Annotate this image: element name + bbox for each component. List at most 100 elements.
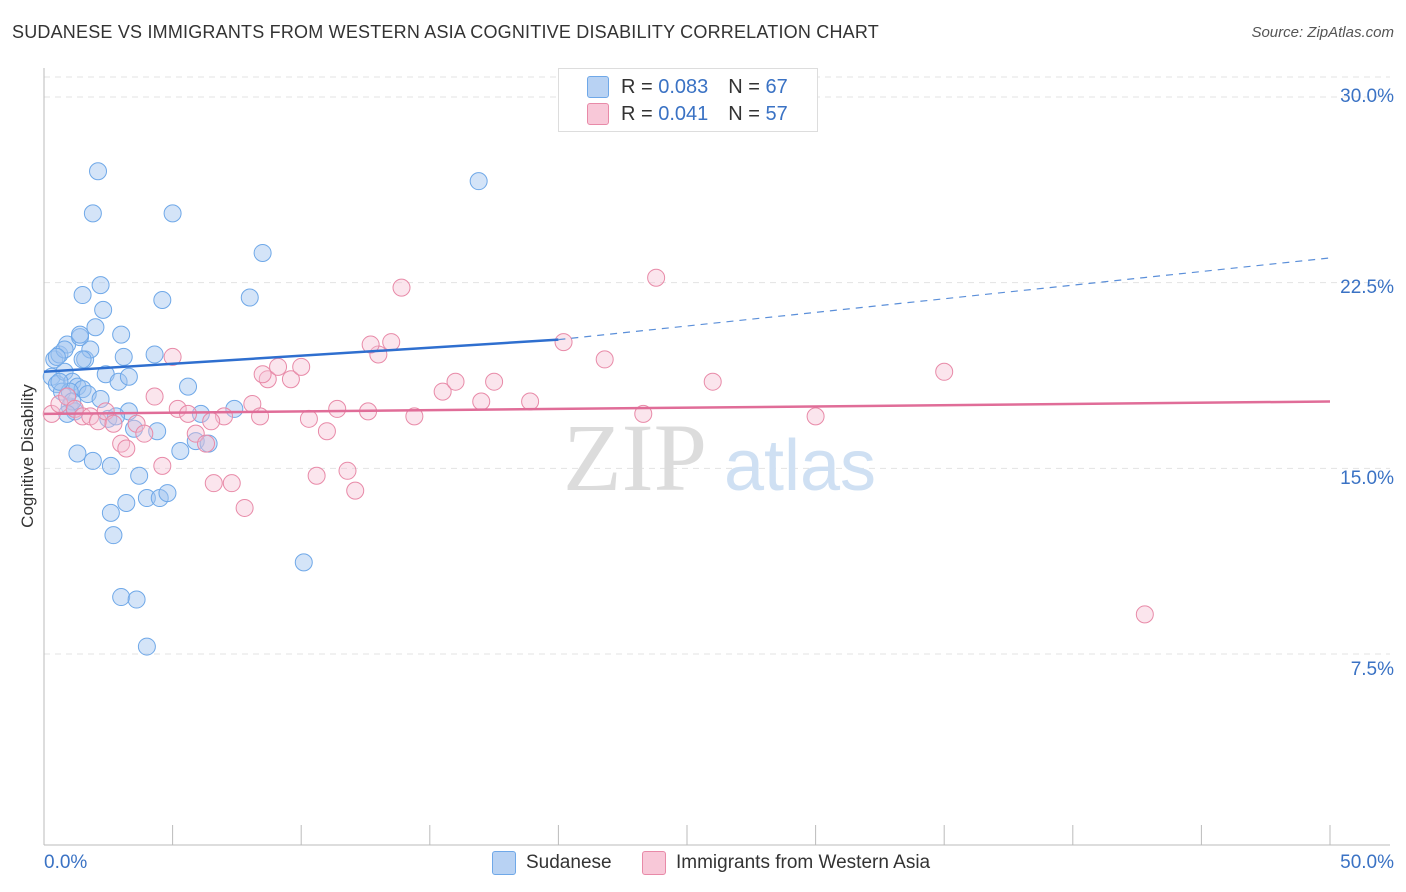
trend-lines — [43, 257, 1331, 416]
point-sudanese — [127, 590, 146, 609]
point-western-asia — [405, 407, 424, 426]
bottom-legend-label-sudanese: Sudanese — [526, 852, 612, 873]
point-sudanese — [191, 404, 210, 423]
point-sudanese — [119, 367, 138, 386]
point-sudanese — [240, 288, 259, 307]
point-western-asia — [235, 498, 254, 517]
point-western-asia — [292, 357, 311, 376]
watermark: ZIP atlas — [563, 404, 876, 511]
point-sudanese — [55, 340, 74, 359]
point-sudanese — [71, 325, 90, 344]
point-sudanese — [137, 489, 156, 508]
point-western-asia — [299, 409, 318, 428]
point-western-asia — [117, 439, 136, 458]
watermark-atlas: atlas — [724, 426, 876, 506]
point-western-asia — [197, 434, 216, 453]
point-sudanese — [112, 325, 131, 344]
bottom-legend-label-western-asia: Immigrants from Western Asia — [676, 852, 931, 873]
point-western-asia — [104, 414, 123, 433]
legend-n-value: 57 — [765, 102, 788, 125]
legend-r-label: R = — [621, 75, 653, 98]
point-western-asia — [1135, 605, 1154, 624]
gridlines — [44, 76, 1390, 655]
legend-r-value: 0.041 — [658, 102, 709, 125]
point-sudanese — [47, 347, 66, 366]
bottom-legend-sudanese: Sudanese — [492, 850, 612, 876]
legend-swatch-sudanese — [587, 76, 609, 98]
point-western-asia — [521, 392, 540, 411]
point-western-asia — [251, 407, 270, 426]
legend-n-value: 67 — [765, 75, 788, 98]
bottom-legend-swatch-sudanese — [492, 851, 516, 875]
point-sudanese — [117, 493, 136, 512]
point-sudanese — [179, 377, 198, 396]
point-sudanese — [89, 162, 108, 181]
point-sudanese — [81, 340, 100, 359]
data-points — [42, 162, 1154, 656]
legend-n-label: N = — [728, 75, 760, 98]
legend-n-label: N = — [728, 102, 760, 125]
point-sudanese — [73, 286, 92, 305]
y-tick-22-5: 22.5% — [1340, 277, 1394, 298]
point-sudanese — [469, 172, 488, 191]
point-western-asia — [258, 370, 277, 389]
point-sudanese — [73, 350, 92, 369]
point-western-asia — [703, 372, 722, 391]
point-western-asia — [392, 278, 411, 297]
trend-line-sudanese — [43, 338, 559, 374]
point-western-asia — [269, 357, 288, 376]
point-sudanese — [171, 442, 190, 461]
legend-r-label: R = — [621, 102, 653, 125]
point-sudanese — [125, 419, 144, 438]
point-western-asia — [317, 422, 336, 441]
point-western-asia — [112, 434, 131, 453]
point-western-asia — [222, 474, 241, 493]
point-western-asia — [634, 404, 653, 423]
point-sudanese — [94, 300, 113, 319]
point-western-asia — [202, 412, 221, 431]
point-western-asia — [485, 372, 504, 391]
point-western-asia — [163, 347, 182, 366]
point-western-asia — [433, 382, 452, 401]
point-sudanese — [91, 276, 110, 295]
point-sudanese — [83, 204, 102, 223]
point-western-asia — [145, 387, 164, 406]
point-sudanese — [104, 526, 123, 545]
point-sudanese — [153, 290, 172, 309]
point-western-asia — [647, 268, 666, 287]
point-sudanese — [112, 588, 131, 607]
x-tick-max: 50.0% — [1340, 852, 1394, 873]
point-sudanese — [294, 553, 313, 572]
point-western-asia — [204, 474, 223, 493]
point-sudanese — [86, 318, 105, 337]
point-sudanese — [163, 204, 182, 223]
point-western-asia — [346, 481, 365, 500]
point-western-asia — [382, 333, 401, 352]
trend-line-western-asia — [43, 400, 1331, 416]
bottom-legend-swatch-western-asia — [642, 851, 666, 875]
legend: R = 0.083 N = 67 R = 0.041 N = 57 — [558, 68, 818, 132]
point-western-asia — [554, 333, 573, 352]
point-western-asia — [307, 466, 326, 485]
point-western-asia — [472, 392, 491, 411]
chart-title: SUDANESE VS IMMIGRANTS FROM WESTERN ASIA… — [12, 22, 879, 42]
point-western-asia — [281, 370, 300, 389]
point-western-asia — [595, 350, 614, 369]
point-western-asia — [338, 461, 357, 480]
point-sudanese — [253, 243, 272, 262]
y-tick-30: 30.0% — [1340, 86, 1394, 107]
y-tick-7-5: 7.5% — [1350, 659, 1394, 680]
bottom-legend-western-asia: Immigrants from Western Asia — [642, 850, 930, 876]
point-western-asia — [153, 456, 172, 475]
legend-swatch-western-asia — [587, 103, 609, 125]
point-sudanese — [109, 372, 128, 391]
x-tick-min: 0.0% — [44, 852, 88, 873]
legend-row-western-asia: R = 0.041 N = 57 — [587, 102, 788, 126]
point-sudanese — [101, 456, 120, 475]
trend-line-sudanese-projection — [558, 257, 1331, 341]
point-western-asia — [328, 399, 347, 418]
point-sudanese — [68, 444, 87, 463]
source-credit: Source: ZipAtlas.com — [1251, 24, 1394, 41]
point-western-asia — [135, 424, 154, 443]
